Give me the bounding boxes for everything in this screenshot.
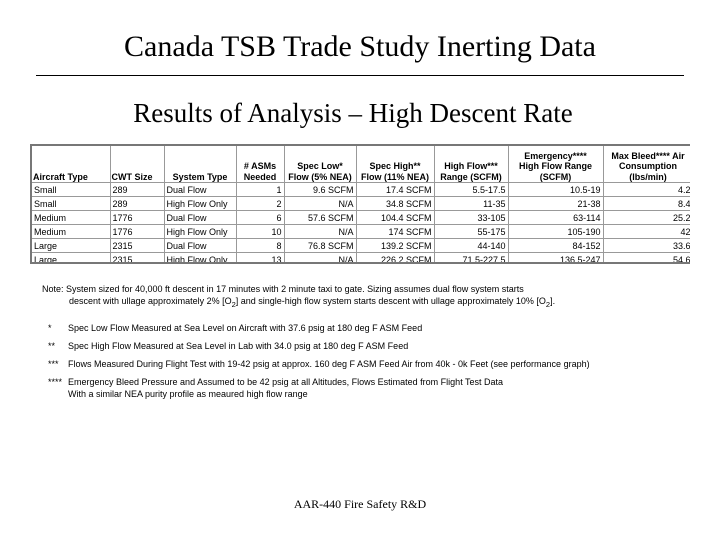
- table-cell: 33-105: [434, 210, 509, 225]
- table-cell: N/A: [284, 252, 357, 262]
- table-cell: 13: [236, 252, 285, 262]
- table-cell: Dual Flow: [164, 210, 237, 225]
- table-cell: 2: [236, 196, 285, 211]
- footnote-4: **** Emergency Bleed Pressure and Assumed…: [48, 376, 688, 400]
- table-cell: 6: [236, 210, 285, 225]
- table-cell: Large: [32, 252, 111, 262]
- table-cell: N/A: [284, 196, 357, 211]
- header-max-bleed-air: Max Bleed**** Air Consumption (lbs/min): [603, 146, 690, 183]
- table-cell: 44-140: [434, 238, 509, 253]
- table-cell: 104.4 SCFM: [356, 210, 435, 225]
- sizing-note: Note: System sized for 40,000 ft descent…: [42, 283, 692, 311]
- header-spec-low-flow: Spec Low* Flow (5% NEA): [284, 146, 357, 183]
- table-cell: 139.2 SCFM: [356, 238, 435, 253]
- table-cell: 5.5-17.5: [434, 182, 509, 197]
- sizing-note-line-2: descent with ullage approximately 2% [O2…: [69, 296, 556, 309]
- table-cell: High Flow Only: [164, 196, 237, 211]
- table-cell: Medium: [32, 210, 111, 225]
- slide-title: Canada TSB Trade Study Inerting Data: [124, 30, 596, 63]
- table-cell: Dual Flow: [164, 182, 237, 197]
- header-emergency-high-flow-range: Emergency**** High Flow Range (SCFM): [508, 146, 604, 183]
- table-cell: 25.2: [603, 210, 690, 225]
- title-divider: [36, 75, 684, 76]
- table-row: Large 2315 High Flow Only 13 N/A 226.2 SCFM 71…: [32, 252, 690, 262]
- table-cell: 54.6: [603, 252, 690, 262]
- table-cell: 1776: [110, 210, 165, 225]
- table-cell: 57.6 SCFM: [284, 210, 357, 225]
- table-cell: 10.5-19: [508, 182, 604, 197]
- table-cell: 84-152: [508, 238, 604, 253]
- table-cell: 4.2: [603, 182, 690, 197]
- table-cell: Medium: [32, 224, 111, 239]
- slide-footer: AAR-440 Fire Safety R&D: [293, 497, 427, 511]
- table-header-row: Aircraft Type CWT Size System Type # ASM…: [32, 146, 690, 183]
- header-aircraft-type: Aircraft Type: [32, 146, 111, 183]
- table-cell: Large: [32, 238, 111, 253]
- table-cell: 42: [603, 224, 690, 239]
- table-cell: 10: [236, 224, 285, 239]
- table-cell: 8: [236, 238, 285, 253]
- table-cell: 174 SCFM: [356, 224, 435, 239]
- table-cell: 21-38: [508, 196, 604, 211]
- table-cell: 34.8 SCFM: [356, 196, 435, 211]
- header-spec-high-flow: Spec High** Flow (11% NEA): [356, 146, 435, 183]
- table-cell: 136.5-247: [508, 252, 604, 262]
- sizing-note-line-1: Note: System sized for 40,000 ft descent…: [42, 284, 524, 294]
- table-body: Small 289 Dual Flow 1 9.6 SCFM 17.4 SCFM 5.5-1…: [32, 182, 690, 262]
- header-asms-needed: # ASMs Needed: [236, 146, 285, 183]
- table-row: Small 289 Dual Flow 1 9.6 SCFM 17.4 SCFM 5.5-1…: [32, 182, 690, 197]
- table-cell: 289: [110, 182, 165, 197]
- header-high-flow-range: High Flow*** Range (SCFM): [434, 146, 509, 183]
- table-row: Medium 1776 Dual Flow 6 57.6 SCFM 104.4 SCFM 3…: [32, 210, 690, 225]
- table-row: Medium 1776 High Flow Only 10 N/A 174 SCFM 55-…: [32, 224, 690, 239]
- table-cell: 11-35: [434, 196, 509, 211]
- header-cwt-size: CWT Size: [110, 146, 165, 183]
- table-row: Large 2315 Dual Flow 8 76.8 SCFM 139.2 SCFM 44…: [32, 238, 690, 253]
- table-cell: 71.5-227.5: [434, 252, 509, 262]
- footnote-2: ** Spec High Flow Measured at Sea Level i…: [48, 341, 409, 351]
- footnote-3: *** Flows Measured During Flight Test wit…: [48, 359, 590, 369]
- table-cell: 289: [110, 196, 165, 211]
- table-cell: Small: [32, 182, 111, 197]
- table-cell: 76.8 SCFM: [284, 238, 357, 253]
- table-cell: 1776: [110, 224, 165, 239]
- table-cell: 226.2 SCFM: [356, 252, 435, 262]
- table-cell: 55-175: [434, 224, 509, 239]
- table-cell: High Flow Only: [164, 252, 237, 262]
- table-cell: 2315: [110, 238, 165, 253]
- table-cell: 33.6: [603, 238, 690, 253]
- inerting-data-table: Aircraft Type CWT Size System Type # ASM…: [32, 146, 690, 262]
- table-cell: 9.6 SCFM: [284, 182, 357, 197]
- table-cell: 1: [236, 182, 285, 197]
- table-cell: Dual Flow: [164, 238, 237, 253]
- table-cell: High Flow Only: [164, 224, 237, 239]
- footnote-1: * Spec Low Flow Measured at Sea Level on …: [48, 323, 423, 333]
- table-cell: 105-190: [508, 224, 604, 239]
- table-cell: 8.4: [603, 196, 690, 211]
- table-cell: 63-114: [508, 210, 604, 225]
- table-row: Small 289 High Flow Only 2 N/A 34.8 SCFM 11-35…: [32, 196, 690, 211]
- table-cell: N/A: [284, 224, 357, 239]
- slide-subtitle: Results of Analysis – High Descent Rate: [133, 98, 573, 128]
- inerting-data-table-frame: Aircraft Type CWT Size System Type # ASM…: [30, 144, 690, 264]
- table-cell: Small: [32, 196, 111, 211]
- footnote-4-continuation: With a similar NEA purity profile as mea…: [68, 389, 308, 399]
- table-cell: 17.4 SCFM: [356, 182, 435, 197]
- table-cell: 2315: [110, 252, 165, 262]
- header-system-type: System Type: [164, 146, 237, 183]
